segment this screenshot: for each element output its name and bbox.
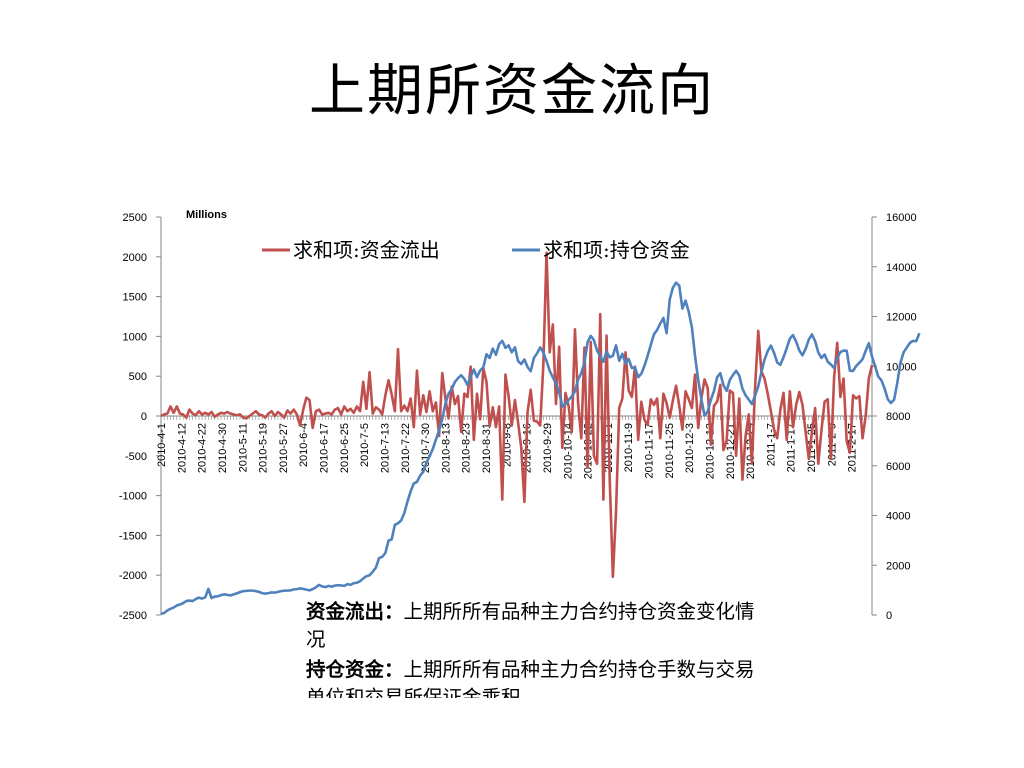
y-left-tick-label: 2000 — [123, 252, 147, 264]
x-tick-label: 2010-7-30 — [420, 423, 432, 473]
units-label: Millions — [186, 209, 227, 221]
x-tick-label: 2011-1-17 — [786, 423, 798, 472]
x-tick-label: 2010-4-22 — [197, 423, 209, 473]
note-outflow-term: 资金流出： — [306, 600, 404, 623]
x-tick-label: 2010-9-29 — [542, 423, 554, 473]
x-tick-label: 2010-7-13 — [379, 423, 391, 473]
y-right-tick-label: 4000 — [886, 511, 910, 523]
legend-label-outflow: 求和项:资金流出 — [293, 238, 440, 262]
y-right-tick-label: 8000 — [886, 411, 910, 423]
y-right-tick-label: 10000 — [886, 361, 917, 373]
y-left-tick-label: 2500 — [123, 212, 147, 224]
x-tick-label: 2010-8-31 — [481, 423, 493, 473]
y-right-tick-label: 16000 — [886, 212, 917, 224]
x-tick-label: 2010-8-13 — [440, 423, 452, 473]
x-tick-label: 2010-5-11 — [237, 423, 249, 472]
x-tick-label: 2011-1-7 — [765, 423, 777, 466]
series-line-position — [160, 281, 921, 616]
x-tick-label: 2010-4-12 — [176, 423, 188, 473]
x-tick-label: 2010-10-14 — [562, 423, 574, 479]
y-left-tick-label: -2000 — [119, 570, 147, 582]
y-left-tick-label: -1000 — [119, 491, 147, 503]
note-outflow: 资金流出：上期所所有品种主力合约持仓资金变化情况 — [306, 598, 756, 654]
y-right-tick-label: 14000 — [886, 262, 917, 274]
note-position-term: 持仓资金： — [306, 658, 404, 681]
chart-legend: 求和项:资金流出 求和项:持仓资金 — [262, 238, 690, 262]
chart-notes: 资金流出：上期所所有品种主力合约持仓资金变化情况 持仓资金：上期所所有品种主力合… — [306, 598, 756, 698]
note-position: 持仓资金：上期所所有品种主力合约持仓手数与交易单位和交易所保证金乘积 — [306, 656, 756, 698]
y-right-tick-label: 2000 — [886, 560, 910, 572]
y-left-tick-label: -2500 — [119, 610, 147, 620]
x-tick-label: 2010-7-5 — [359, 423, 371, 467]
y-left-tick-label: -500 — [125, 451, 147, 463]
x-tick-label: 2010-5-27 — [278, 423, 290, 473]
y-left-tick-label: 500 — [129, 371, 147, 383]
x-tick-label: 2010-11-25 — [664, 423, 676, 478]
x-tick-label: 2010-8-23 — [461, 423, 473, 473]
x-tick-label: 2010-11-9 — [623, 423, 635, 472]
x-tick-label: 2010-11-17 — [644, 423, 656, 478]
x-tick-label: 2010-6-17 — [319, 423, 331, 473]
note-outflow-text: 上期所所有品种主力合约持仓资金变化情况 — [306, 600, 755, 651]
slide-title: 上期所资金流向 — [309, 59, 715, 124]
x-tick-label: 2010-5-19 — [258, 423, 270, 473]
x-tick-label: 2010-6-25 — [339, 423, 351, 473]
chart: 2500 2000 1500 1000 500 0 -500 -1000 -1500 -2000 -… — [119, 209, 921, 620]
y-right-tick-label: 6000 — [886, 461, 910, 473]
y-left-tick-label: 0 — [141, 411, 147, 423]
y-left-tick-label: 1500 — [123, 292, 147, 304]
y-right-tick-label: 0 — [886, 610, 892, 620]
x-tick-label: 2010-4-1 — [156, 423, 168, 467]
x-tick-label: 2010-4-30 — [217, 423, 229, 473]
x-tick-label: 2010-6-4 — [298, 423, 310, 467]
x-tick-label: 2010-7-22 — [400, 423, 412, 473]
y-right-tick-label: 12000 — [886, 312, 917, 324]
y-left-tick-label: -1500 — [119, 530, 147, 542]
x-tick-label: 2010-12-13 — [704, 423, 716, 479]
legend-label-position: 求和项:持仓资金 — [543, 238, 690, 262]
chart-series — [160, 251, 921, 616]
y-left-tick-label: 1000 — [123, 331, 147, 343]
note-position-text: 上期所所有品种主力合约持仓手数与交易单位和交易所保证金乘积 — [306, 658, 755, 698]
series-line-outflow — [160, 251, 874, 579]
x-tick-label: 2010-12-3 — [684, 423, 696, 473]
